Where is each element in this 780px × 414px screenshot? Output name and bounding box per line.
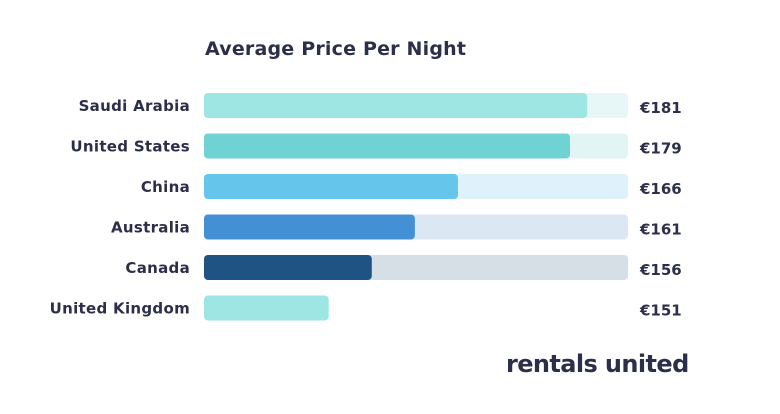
value-label-canada: €156 [639, 261, 682, 279]
category-label-canada: Canada [125, 259, 190, 277]
value-label-united-states: €179 [639, 140, 682, 158]
category-label-australia: Australia [111, 219, 190, 237]
bar-china [204, 174, 458, 199]
bar-united-states [204, 133, 571, 159]
value-label-australia: €161 [639, 221, 682, 239]
bar-saudi-arabia [204, 93, 588, 118]
bar-australia [204, 214, 415, 240]
chart-title: Average Price Per Night [205, 38, 466, 60]
value-label-united-kingdom: €151 [639, 302, 682, 320]
category-label-china: China [141, 178, 190, 196]
bar-united-kingdom [204, 295, 329, 321]
category-label-united-kingdom: United Kingdom [50, 300, 190, 318]
value-label-china: €166 [639, 180, 682, 198]
category-label-united-states: United States [70, 138, 190, 156]
value-label-saudi-arabia: €181 [639, 99, 682, 117]
rentals-united-logo: rentals united [506, 350, 689, 378]
category-label-saudi-arabia: Saudi Arabia [79, 97, 190, 115]
bars-group: Saudi Arabia €181 United States €179 China €1… [50, 93, 682, 321]
bar-canada [204, 255, 372, 280]
